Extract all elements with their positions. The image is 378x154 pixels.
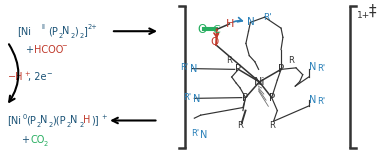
Text: Ni: Ni xyxy=(254,77,265,87)
Text: P: P xyxy=(235,64,242,74)
Text: 2: 2 xyxy=(79,33,84,39)
Text: R': R' xyxy=(181,63,189,72)
Text: −: − xyxy=(61,43,67,49)
Text: [Ni: [Ni xyxy=(7,116,21,126)
Text: 2: 2 xyxy=(58,33,62,39)
Text: 2+: 2+ xyxy=(87,24,97,30)
Text: H: H xyxy=(83,116,90,126)
Text: N: N xyxy=(193,94,200,104)
Text: HCOO: HCOO xyxy=(34,45,64,55)
Text: [Ni: [Ni xyxy=(17,26,31,36)
Text: C: C xyxy=(213,25,221,35)
Text: 2: 2 xyxy=(43,141,48,147)
Text: R: R xyxy=(237,121,243,130)
Text: R': R' xyxy=(191,129,199,138)
Text: N: N xyxy=(247,17,255,27)
Text: R': R' xyxy=(317,97,325,106)
Text: −: − xyxy=(46,71,52,77)
Text: +: + xyxy=(26,45,37,55)
Text: 2: 2 xyxy=(67,122,71,128)
Text: N: N xyxy=(62,26,69,36)
Text: −H: −H xyxy=(8,72,24,82)
Text: N: N xyxy=(190,64,198,74)
Text: 2: 2 xyxy=(71,33,75,39)
Text: ): ) xyxy=(74,26,78,36)
Text: +: + xyxy=(24,71,30,77)
Text: R': R' xyxy=(183,93,191,102)
Text: 1+: 1+ xyxy=(357,11,370,20)
Text: 2: 2 xyxy=(36,122,40,128)
Text: N: N xyxy=(40,116,47,126)
Text: P: P xyxy=(242,93,249,103)
Text: R: R xyxy=(269,121,275,130)
Text: N: N xyxy=(310,62,317,72)
Text: H: H xyxy=(226,19,234,29)
Text: N: N xyxy=(310,95,317,105)
Text: (P: (P xyxy=(26,116,36,126)
Text: 2: 2 xyxy=(79,122,84,128)
Text: +: + xyxy=(22,135,34,145)
Text: +: + xyxy=(101,114,106,120)
Text: (P: (P xyxy=(48,26,58,36)
Text: ]: ] xyxy=(82,26,87,36)
Text: R': R' xyxy=(263,13,272,22)
Text: 0: 0 xyxy=(22,114,26,120)
Text: II: II xyxy=(42,24,45,30)
Text: R: R xyxy=(226,56,232,65)
Text: CO: CO xyxy=(30,135,45,145)
Text: N: N xyxy=(200,130,208,140)
Text: P: P xyxy=(269,93,275,103)
Text: R: R xyxy=(288,56,294,65)
Text: , 2e: , 2e xyxy=(28,72,46,82)
Text: O: O xyxy=(211,37,219,47)
Text: ‡: ‡ xyxy=(369,4,376,19)
Text: P: P xyxy=(278,64,284,74)
Text: 2: 2 xyxy=(49,122,53,128)
Text: O: O xyxy=(197,23,206,36)
Text: )(P: )(P xyxy=(52,116,66,126)
Text: )]: )] xyxy=(91,116,98,126)
Text: N: N xyxy=(70,116,77,126)
Text: R': R' xyxy=(317,64,325,73)
